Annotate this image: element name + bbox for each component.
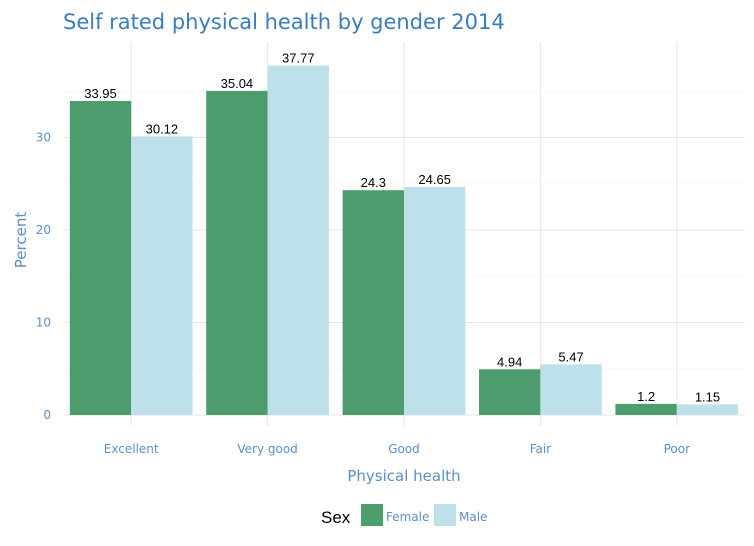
bar-male bbox=[676, 404, 739, 415]
bar-female bbox=[615, 403, 677, 415]
legend-key-female bbox=[361, 504, 383, 526]
value-label: 4.94 bbox=[497, 354, 522, 369]
bars bbox=[69, 65, 739, 416]
bar-female bbox=[69, 100, 132, 416]
y-axis-title: Percent bbox=[12, 212, 30, 269]
legend: Sex Female Male bbox=[321, 504, 487, 527]
x-tick-label: Poor bbox=[664, 442, 690, 456]
legend-title: Sex bbox=[321, 508, 351, 527]
value-label: 24.65 bbox=[418, 172, 451, 187]
value-label: 37.77 bbox=[282, 51, 315, 66]
value-label: 1.2 bbox=[637, 389, 655, 404]
bar-male bbox=[540, 364, 602, 415]
y-tick-label: 10 bbox=[36, 316, 51, 330]
bar-male bbox=[131, 136, 193, 415]
x-axis-ticks: Excellent Very good Good Fair Poor bbox=[104, 442, 690, 456]
bar-female bbox=[342, 190, 404, 415]
y-tick-label: 30 bbox=[36, 131, 51, 145]
bar-male bbox=[404, 186, 466, 415]
x-tick-label: Excellent bbox=[104, 442, 159, 456]
y-tick-label: 20 bbox=[36, 223, 51, 237]
value-label: 1.15 bbox=[695, 389, 720, 404]
x-tick-label: Very good bbox=[237, 442, 297, 456]
y-tick-label: 0 bbox=[43, 408, 51, 422]
x-tick-label: Fair bbox=[530, 442, 551, 456]
legend-label-male: Male bbox=[459, 510, 487, 524]
chart-title: Self rated physical health by gender 201… bbox=[63, 10, 505, 34]
legend-label-female: Female bbox=[386, 510, 429, 524]
value-labels: 33.95 35.04 24.3 4.94 1.2 30.12 37.77 24.65 5.47… bbox=[84, 51, 720, 405]
x-tick-label: Good bbox=[388, 442, 420, 456]
value-label: 5.47 bbox=[558, 349, 583, 364]
y-axis-ticks: 0 10 20 30 bbox=[36, 131, 51, 423]
value-label: 30.12 bbox=[146, 121, 179, 136]
legend-key-male bbox=[434, 504, 456, 526]
bar-female bbox=[479, 369, 541, 415]
bar-male bbox=[267, 65, 329, 415]
value-label: 24.3 bbox=[361, 175, 386, 190]
x-axis-title: Physical health bbox=[347, 467, 460, 485]
bar-female bbox=[206, 90, 268, 415]
value-label: 33.95 bbox=[84, 86, 117, 101]
value-label: 35.04 bbox=[221, 76, 254, 91]
